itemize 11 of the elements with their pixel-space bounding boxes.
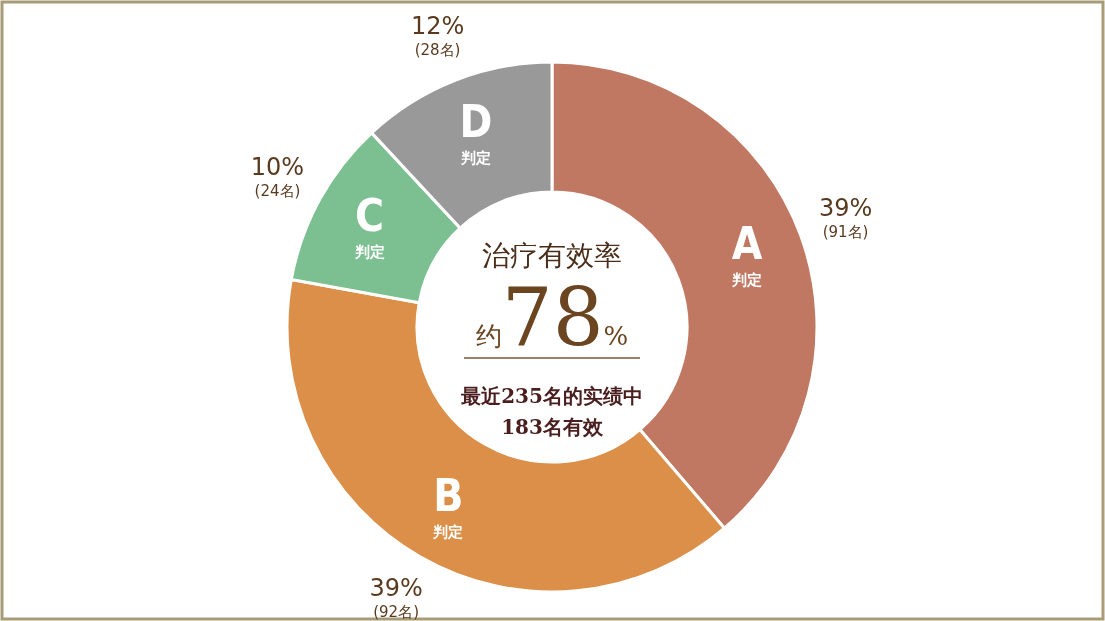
slice-label: D 判定: [459, 96, 493, 168]
data-label: 39% (91名): [818, 194, 873, 242]
slice-label: A 判定: [731, 217, 763, 289]
data-label: 12% (28名): [410, 11, 465, 59]
slice-label: B 判定: [432, 470, 464, 542]
text: 最近235名的实绩中: [460, 384, 643, 408]
text: 治疗有效率: [482, 239, 622, 272]
text: 183名有效: [501, 415, 604, 439]
slice-label: C 判定: [353, 190, 385, 262]
data-label: 39% (92名): [369, 574, 423, 621]
data-label: 10% (24名): [250, 152, 305, 200]
